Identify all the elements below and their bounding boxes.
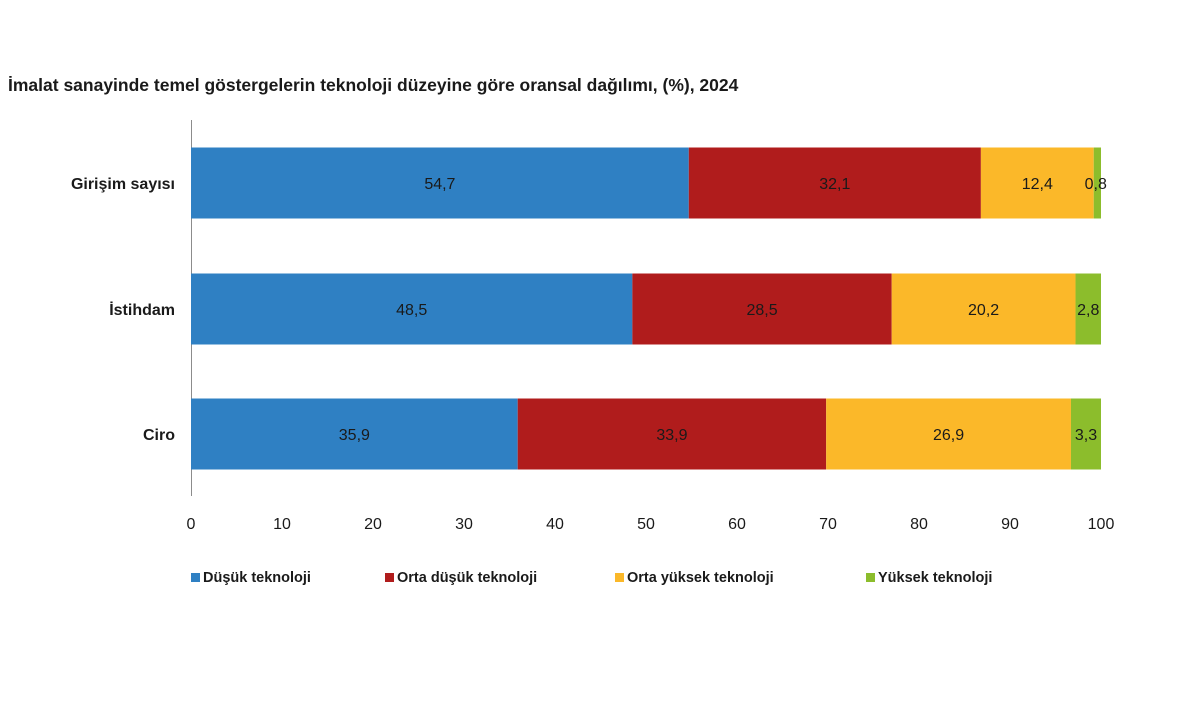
x-tick-label-100: 100 xyxy=(1088,516,1115,533)
bar-segment-1-1 xyxy=(191,147,689,219)
category-label-3: Ciro xyxy=(143,427,175,444)
x-tick-label-30: 30 xyxy=(455,516,473,533)
legend-swatch-4 xyxy=(866,573,875,582)
chart-title: İmalat sanayinde temel göstergelerin tek… xyxy=(8,75,739,95)
bar-segment-1-3 xyxy=(980,147,1094,219)
bar-segment-3-4 xyxy=(1070,398,1101,470)
x-tick-label-10: 10 xyxy=(273,516,291,533)
bar-segment-1-4 xyxy=(1093,147,1101,219)
data-label-3-3: 26,9 xyxy=(933,427,964,444)
legend-label-4: Yüksek teknoloji xyxy=(878,570,992,586)
x-tick-label-50: 50 xyxy=(637,516,655,533)
data-label-3-4: 3,3 xyxy=(1075,427,1097,444)
legend-swatch-3 xyxy=(615,573,624,582)
data-label-1-3: 12,4 xyxy=(1022,176,1053,193)
bar-segment-3-2 xyxy=(517,398,827,470)
x-tick-label-0: 0 xyxy=(187,516,196,533)
data-label-1-2: 32,1 xyxy=(819,176,850,193)
data-label-1-4: 0,8 xyxy=(1085,176,1107,193)
x-tick-label-60: 60 xyxy=(728,516,746,533)
bar-segment-1-2 xyxy=(688,147,981,219)
data-label-2-4: 2,8 xyxy=(1077,302,1099,319)
bar-segment-2-4 xyxy=(1075,273,1101,345)
bar-segment-2-2 xyxy=(632,273,892,345)
legend-label-3: Orta yüksek teknoloji xyxy=(627,570,774,586)
data-label-2-1: 48,5 xyxy=(396,302,427,319)
bar-segment-3-3 xyxy=(826,398,1071,470)
category-label-2: İstihdam xyxy=(109,301,175,319)
bar-segment-3-1 xyxy=(191,398,518,470)
legend-label-1: Düşük teknoloji xyxy=(203,570,311,586)
x-tick-label-40: 40 xyxy=(546,516,564,533)
bar-segment-2-1 xyxy=(191,273,633,345)
data-label-3-2: 33,9 xyxy=(656,427,687,444)
x-tick-label-70: 70 xyxy=(819,516,837,533)
legend-swatch-1 xyxy=(191,573,200,582)
data-label-2-3: 20,2 xyxy=(968,302,999,319)
data-label-2-2: 28,5 xyxy=(746,302,777,319)
x-tick-label-80: 80 xyxy=(910,516,928,533)
data-label-3-1: 35,9 xyxy=(339,427,370,444)
data-label-1-1: 54,7 xyxy=(424,176,455,193)
x-tick-label-20: 20 xyxy=(364,516,382,533)
legend-swatch-2 xyxy=(385,573,394,582)
bar-segment-2-3 xyxy=(891,273,1076,345)
legend-label-2: Orta düşük teknoloji xyxy=(397,570,537,586)
x-tick-label-90: 90 xyxy=(1001,516,1019,533)
category-label-1: Girişim sayısı xyxy=(71,176,175,193)
